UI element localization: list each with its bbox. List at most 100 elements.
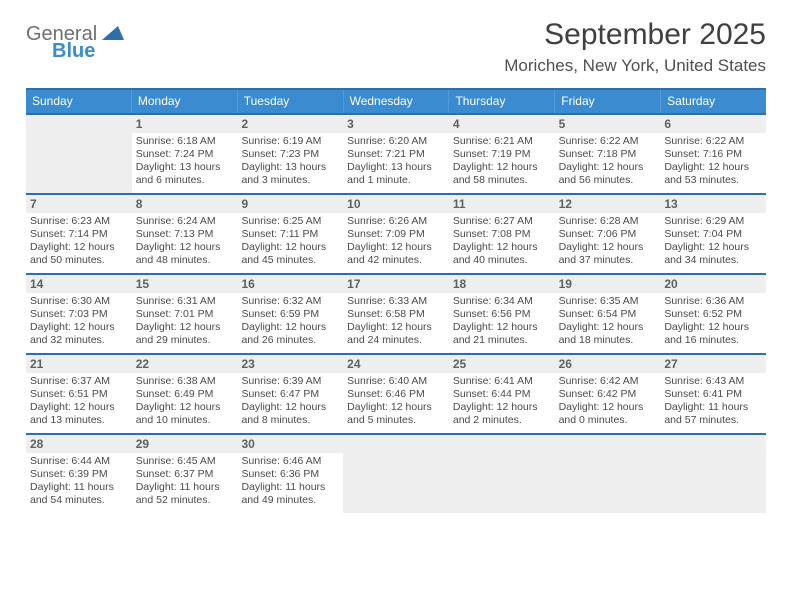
- day-cell: 25Sunrise: 6:41 AMSunset: 6:44 PMDayligh…: [449, 355, 555, 433]
- daylight-text: Daylight: 12 hours and 50 minutes.: [30, 241, 128, 267]
- day-number: 17: [347, 277, 445, 291]
- day-number: 21: [30, 357, 128, 371]
- sunset-text: Sunset: 7:11 PM: [241, 228, 339, 241]
- daylight-text: Daylight: 13 hours and 1 minute.: [347, 161, 445, 187]
- day-cell: 10Sunrise: 6:26 AMSunset: 7:09 PMDayligh…: [343, 195, 449, 273]
- sunrise-text: Sunrise: 6:19 AM: [241, 135, 339, 148]
- day-number: 1: [136, 117, 234, 131]
- sunset-text: Sunset: 7:06 PM: [559, 228, 657, 241]
- week-row: 1 Sunrise: 6:18 AMSunset: 7:24 PMDaylight…: [26, 113, 766, 193]
- sunrise-text: Sunrise: 6:31 AM: [136, 295, 234, 308]
- day-details: Sunrise: 6:33 AMSunset: 6:58 PMDaylight:…: [347, 295, 445, 348]
- day-cell: [26, 115, 132, 193]
- sunset-text: Sunset: 6:46 PM: [347, 388, 445, 401]
- sunset-text: Sunset: 6:42 PM: [559, 388, 657, 401]
- day-number: 16: [241, 277, 339, 291]
- sunrise-text: Sunrise: 6:26 AM: [347, 215, 445, 228]
- sunset-text: Sunset: 6:51 PM: [30, 388, 128, 401]
- day-details: Sunrise: 6:26 AMSunset: 7:09 PMDaylight:…: [347, 215, 445, 268]
- sunset-text: Sunset: 6:49 PM: [136, 388, 234, 401]
- day-number: 6: [664, 117, 762, 131]
- day-number: 30: [241, 437, 339, 451]
- sunrise-text: Sunrise: 6:22 AM: [559, 135, 657, 148]
- sunset-text: Sunset: 6:52 PM: [664, 308, 762, 321]
- daylight-text: Daylight: 12 hours and 21 minutes.: [453, 321, 551, 347]
- sunrise-text: Sunrise: 6:30 AM: [30, 295, 128, 308]
- sunrise-text: Sunrise: 6:34 AM: [453, 295, 551, 308]
- location-text: Moriches, New York, United States: [504, 56, 766, 76]
- sunset-text: Sunset: 7:09 PM: [347, 228, 445, 241]
- logo-triangle-icon: [102, 24, 124, 45]
- daylight-text: Daylight: 12 hours and 29 minutes.: [136, 321, 234, 347]
- daylight-text: Daylight: 12 hours and 24 minutes.: [347, 321, 445, 347]
- day-number: [347, 437, 445, 451]
- day-cell: [449, 435, 555, 513]
- sunset-text: Sunset: 6:47 PM: [241, 388, 339, 401]
- day-number: [559, 437, 657, 451]
- day-number: 3: [347, 117, 445, 131]
- day-details: Sunrise: 6:23 AMSunset: 7:14 PMDaylight:…: [30, 215, 128, 268]
- day-number: 23: [241, 357, 339, 371]
- daylight-text: Daylight: 12 hours and 16 minutes.: [664, 321, 762, 347]
- day-cell: [555, 435, 661, 513]
- day-number: [30, 117, 128, 131]
- day-number: 22: [136, 357, 234, 371]
- day-details: Sunrise: 6:32 AMSunset: 6:59 PMDaylight:…: [241, 295, 339, 348]
- day-details: Sunrise: 6:31 AMSunset: 7:01 PMDaylight:…: [136, 295, 234, 348]
- day-cell: 21Sunrise: 6:37 AMSunset: 6:51 PMDayligh…: [26, 355, 132, 433]
- day-details: Sunrise: 6:18 AMSunset: 7:24 PMDaylight:…: [136, 135, 234, 188]
- day-cell: 2Sunrise: 6:19 AMSunset: 7:23 PMDaylight…: [237, 115, 343, 193]
- day-cell: 30Sunrise: 6:46 AMSunset: 6:36 PMDayligh…: [237, 435, 343, 513]
- weekday-header: Tuesday: [238, 90, 344, 113]
- day-details: Sunrise: 6:22 AMSunset: 7:18 PMDaylight:…: [559, 135, 657, 188]
- day-number: 9: [241, 197, 339, 211]
- day-number: 12: [559, 197, 657, 211]
- sunrise-text: Sunrise: 6:22 AM: [664, 135, 762, 148]
- day-cell: 14Sunrise: 6:30 AMSunset: 7:03 PMDayligh…: [26, 275, 132, 353]
- sunrise-text: Sunrise: 6:36 AM: [664, 295, 762, 308]
- day-cell: 24Sunrise: 6:40 AMSunset: 6:46 PMDayligh…: [343, 355, 449, 433]
- sunrise-text: Sunrise: 6:43 AM: [664, 375, 762, 388]
- day-cell: 15 Sunrise: 6:31 AMSunset: 7:01 PMDayligh…: [132, 275, 238, 353]
- sunrise-text: Sunrise: 6:41 AM: [453, 375, 551, 388]
- header: General Blue September 2025 Moriches, Ne…: [26, 18, 766, 76]
- day-details: Sunrise: 6:45 AMSunset: 6:37 PMDaylight:…: [136, 455, 234, 508]
- sunset-text: Sunset: 6:41 PM: [664, 388, 762, 401]
- day-details: Sunrise: 6:35 AMSunset: 6:54 PMDaylight:…: [559, 295, 657, 348]
- sunrise-text: Sunrise: 6:28 AM: [559, 215, 657, 228]
- day-details: Sunrise: 6:41 AMSunset: 6:44 PMDaylight:…: [453, 375, 551, 428]
- weekday-header: Saturday: [661, 90, 766, 113]
- daylight-text: Daylight: 12 hours and 45 minutes.: [241, 241, 339, 267]
- day-cell: 29Sunrise: 6:45 AMSunset: 6:37 PMDayligh…: [132, 435, 238, 513]
- daylight-text: Daylight: 12 hours and 18 minutes.: [559, 321, 657, 347]
- day-details: Sunrise: 6:19 AMSunset: 7:23 PMDaylight:…: [241, 135, 339, 188]
- daylight-text: Daylight: 12 hours and 5 minutes.: [347, 401, 445, 427]
- sunset-text: Sunset: 7:08 PM: [453, 228, 551, 241]
- day-number: 11: [453, 197, 551, 211]
- sunrise-text: Sunrise: 6:39 AM: [241, 375, 339, 388]
- day-cell: 20 Sunrise: 6:36 AMSunset: 6:52 PMDayligh…: [660, 275, 766, 353]
- sunset-text: Sunset: 7:18 PM: [559, 148, 657, 161]
- day-cell: 17 Sunrise: 6:33 AMSunset: 6:58 PMDayligh…: [343, 275, 449, 353]
- brand-logo: General Blue: [26, 24, 124, 61]
- daylight-text: Daylight: 12 hours and 42 minutes.: [347, 241, 445, 267]
- day-cell: 6 Sunrise: 6:22 AMSunset: 7:16 PMDaylight…: [660, 115, 766, 193]
- day-number: 28: [30, 437, 128, 451]
- sunrise-text: Sunrise: 6:18 AM: [136, 135, 234, 148]
- day-details: Sunrise: 6:22 AMSunset: 7:16 PMDaylight:…: [664, 135, 762, 188]
- sunrise-text: Sunrise: 6:27 AM: [453, 215, 551, 228]
- day-number: 20: [664, 277, 762, 291]
- sunrise-text: Sunrise: 6:37 AM: [30, 375, 128, 388]
- day-number: 15: [136, 277, 234, 291]
- sunrise-text: Sunrise: 6:25 AM: [241, 215, 339, 228]
- day-details: Sunrise: 6:40 AMSunset: 6:46 PMDaylight:…: [347, 375, 445, 428]
- sunrise-text: Sunrise: 6:21 AM: [453, 135, 551, 148]
- day-cell: [660, 435, 766, 513]
- day-cell: 23Sunrise: 6:39 AMSunset: 6:47 PMDayligh…: [237, 355, 343, 433]
- day-cell: 9 Sunrise: 6:25 AMSunset: 7:11 PMDaylight…: [237, 195, 343, 273]
- sunset-text: Sunset: 6:44 PM: [453, 388, 551, 401]
- day-details: Sunrise: 6:30 AMSunset: 7:03 PMDaylight:…: [30, 295, 128, 348]
- daylight-text: Daylight: 12 hours and 37 minutes.: [559, 241, 657, 267]
- day-details: Sunrise: 6:36 AMSunset: 6:52 PMDaylight:…: [664, 295, 762, 348]
- sunset-text: Sunset: 6:36 PM: [241, 468, 339, 481]
